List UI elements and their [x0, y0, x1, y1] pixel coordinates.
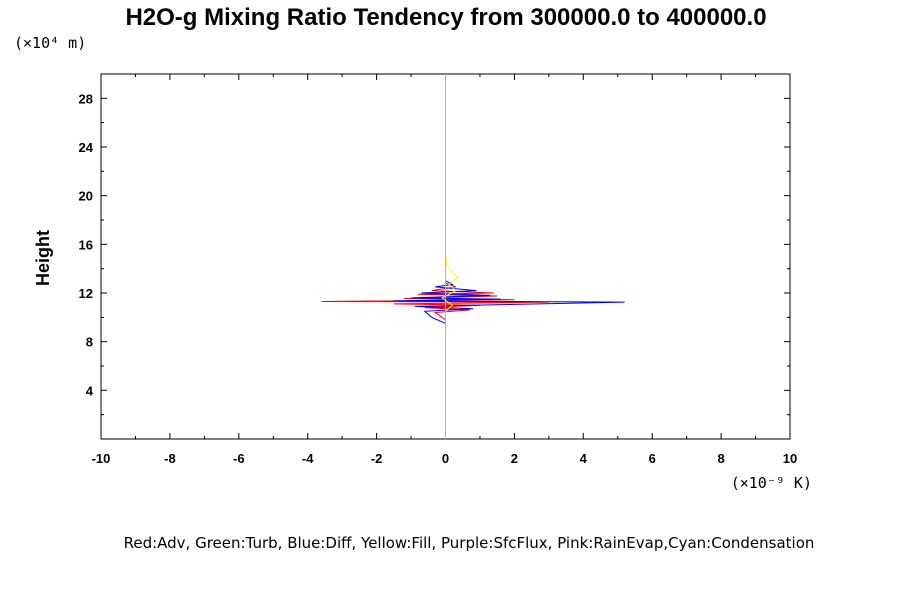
- y-tick-label: 8: [86, 335, 93, 350]
- series-line-adv: [321, 256, 549, 332]
- y-tick-label: 28: [79, 91, 93, 106]
- x-tick-label: -8: [164, 451, 176, 466]
- y-tick-label: 4: [86, 383, 94, 398]
- legend-text: Red:Adv, Green:Turb, Blue:Diff, Yellow:F…: [124, 534, 815, 552]
- x-tick-label: 2: [511, 451, 518, 466]
- y-scale-label: (×10⁴ m): [14, 34, 86, 52]
- x-tick-label: -10: [92, 451, 111, 466]
- x-tick-label: 8: [717, 451, 724, 466]
- y-tick-label: 24: [79, 140, 94, 155]
- x-tick-label: 4: [580, 451, 588, 466]
- x-tick-label: -6: [233, 451, 245, 466]
- chart-title: H2O-g Mixing Ratio Tendency from 300000.…: [125, 4, 766, 31]
- y-tick-label: 16: [79, 237, 93, 252]
- y-axis-label: Height: [33, 230, 53, 286]
- x-tick-label: 10: [783, 451, 797, 466]
- x-tick-label: 0: [442, 451, 449, 466]
- x-scale-label: (×10⁻⁹ K): [731, 474, 812, 492]
- x-tick-label: -4: [302, 451, 314, 466]
- x-tick-label: 6: [649, 451, 656, 466]
- series-line-diff: [393, 256, 625, 335]
- x-tick-label: -2: [371, 451, 383, 466]
- y-tick-label: 20: [79, 189, 93, 204]
- series-group: [321, 74, 625, 439]
- series-line-fill: [441, 254, 459, 312]
- y-tick-label: 12: [79, 286, 93, 301]
